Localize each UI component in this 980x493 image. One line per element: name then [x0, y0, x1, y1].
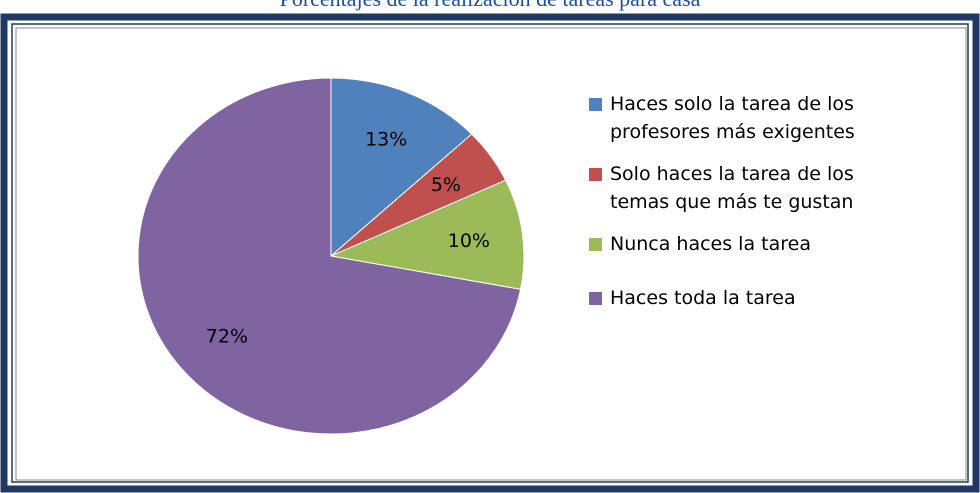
inner-frame: [11, 23, 969, 483]
legend-label: Nunca haces la tarea: [610, 233, 811, 255]
legend-item: Haces solo la tarea de los profesores má…: [589, 90, 889, 146]
legend-label: Solo haces la tarea de los temas que más…: [610, 163, 854, 213]
chart-title: Porcentajes de la realización de tareas …: [280, 0, 701, 11]
legend-item: Haces toda la tarea: [589, 284, 889, 312]
data-label: 13%: [365, 128, 407, 150]
data-label: 5%: [431, 174, 461, 196]
legend-label: Haces toda la tarea: [610, 287, 796, 309]
legend-label: Haces solo la tarea de los profesores má…: [610, 93, 855, 143]
pie-slice: [137, 77, 522, 435]
pie: 13% 5% 10% 72%: [137, 77, 525, 435]
legend-swatch: [589, 98, 602, 111]
legend-item: Solo haces la tarea de los temas que más…: [589, 160, 889, 216]
legend: Haces solo la tarea de los profesores má…: [589, 90, 889, 326]
frame: [0, 13, 980, 493]
pie-slice: [330, 77, 473, 258]
legend-swatch: [589, 292, 602, 305]
plot-frame: [15, 27, 967, 481]
pie-slice: [329, 179, 525, 290]
legend-swatch: [589, 168, 602, 181]
legend-item: Nunca haces la tarea: [589, 230, 889, 258]
data-label: 72%: [206, 325, 248, 347]
legend-swatch: [589, 238, 602, 251]
data-label: 10%: [448, 230, 490, 252]
